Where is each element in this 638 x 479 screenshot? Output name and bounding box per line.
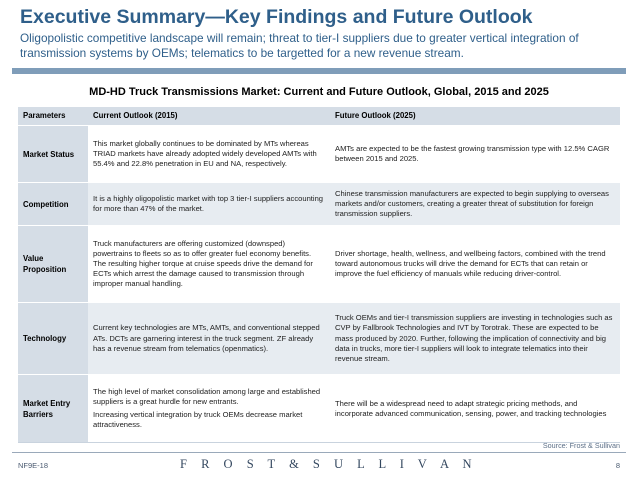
source-note: Source: Frost & Sullivan: [542, 441, 620, 450]
row-future: AMTs are expected to be the fastest grow…: [330, 125, 620, 183]
table-row: Competition It is a highly oligopolistic…: [18, 182, 620, 226]
row-future: Chinese transmission manufacturers are e…: [330, 182, 620, 226]
table-title: MD-HD Truck Transmissions Market: Curren…: [89, 86, 549, 98]
row-future: Truck OEMs and tier-I transmission suppl…: [330, 302, 620, 375]
row-current: Current key technologies are MTs, AMTs, …: [88, 302, 330, 375]
cell-text: Truck OEMs and tier-I transmission suppl…: [335, 313, 613, 363]
table-row: Market Entry Barriers The high level of …: [18, 374, 620, 443]
slide-subtitle: Oligopolistic competitive landscape will…: [20, 31, 579, 60]
header-future-outlook: Future Outlook (2025): [330, 105, 620, 126]
row-parameter: Market Entry Barriers: [18, 374, 88, 443]
row-future: Driver shortage, health, wellness, and w…: [330, 225, 620, 303]
row-parameter: Technology: [18, 302, 88, 375]
row-current: Truck manufacturers are offering customi…: [88, 225, 330, 303]
row-parameter: Market Status: [18, 125, 88, 183]
cell-text: Driver shortage, health, wellness, and w…: [335, 248, 606, 279]
cell-text: Current key technologies are MTs, AMTs, …: [93, 323, 320, 353]
frost-sullivan-logo: F R O S T & S U L L I V A N: [180, 457, 478, 471]
row-parameter: Value Proposition: [18, 225, 88, 303]
row-current: This market globally continues to be dom…: [88, 125, 330, 183]
row-current: It is a highly oligopolistic market with…: [88, 182, 330, 226]
cell-text: AMTs are expected to be the fastest grow…: [335, 144, 610, 164]
table-row: Market Status This market globally conti…: [18, 125, 620, 183]
cell-text: Chinese transmission manufacturers are e…: [335, 188, 609, 219]
cell-text: Truck manufacturers are offering customi…: [93, 238, 313, 289]
header-rule: [12, 68, 626, 74]
row-future: There will be a widespread need to adapt…: [330, 374, 620, 443]
slide-title: Executive Summary—Key Findings and Futur…: [20, 6, 533, 28]
cell-text: It is a highly oligopolistic market with…: [93, 194, 324, 214]
footer-code: NF9E-18: [18, 461, 49, 470]
table-row: Technology Current key technologies are …: [18, 302, 620, 375]
cell-text: There will be a widespread need to adapt…: [335, 398, 607, 418]
footer-rule: [12, 452, 626, 453]
row-parameter: Competition: [18, 182, 88, 226]
table-row: Value Proposition Truck manufacturers ar…: [18, 225, 620, 303]
row-current: The high level of market consolidation a…: [88, 374, 330, 443]
header-parameters: Parameters: [18, 105, 88, 126]
findings-table: Parameters Current Outlook (2015) Future…: [18, 105, 620, 443]
cell-text: This market globally continues to be dom…: [93, 138, 317, 169]
page-number: 8: [615, 461, 620, 470]
cell-text: Increasing vertical integration by truck…: [93, 410, 303, 430]
table-header-row: Parameters Current Outlook (2015) Future…: [18, 105, 620, 126]
header-current-outlook: Current Outlook (2015): [88, 105, 330, 126]
cell-text: The high level of market consolidation a…: [93, 386, 321, 406]
